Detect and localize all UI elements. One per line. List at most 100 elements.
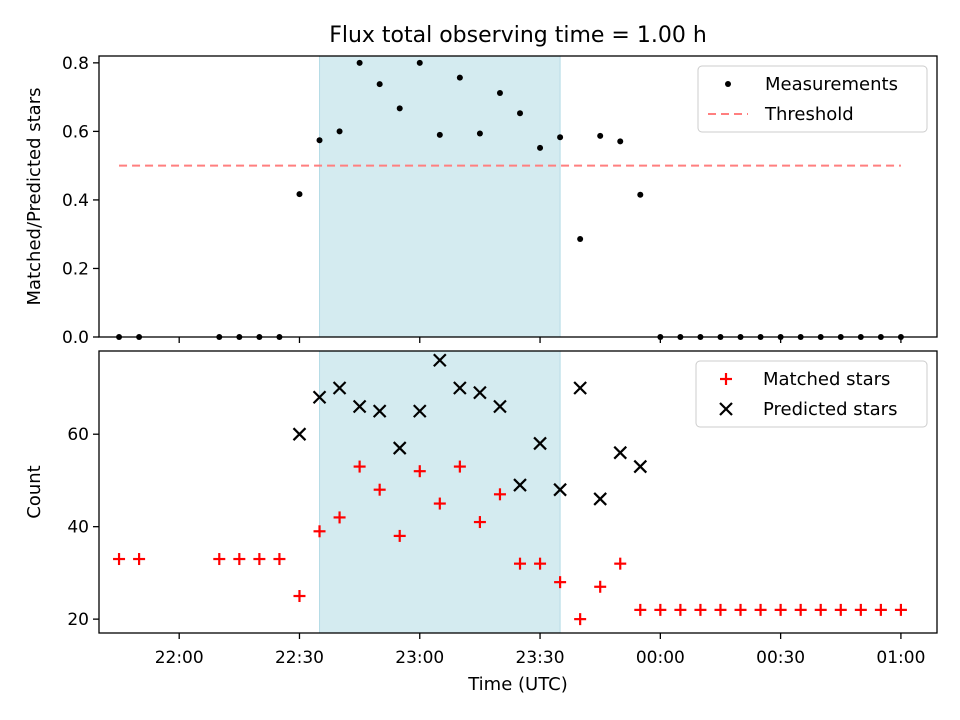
measurement-point bbox=[557, 134, 564, 141]
observing-window-shade bbox=[319, 56, 561, 337]
bottom-data-marks bbox=[113, 351, 907, 633]
legend-box bbox=[697, 65, 928, 133]
predicted-stars-point bbox=[412, 404, 427, 418]
matched-stars-point bbox=[393, 529, 406, 542]
legend-bottom: Matched stars Predicted stars bbox=[695, 360, 928, 428]
measurement-point bbox=[416, 59, 423, 66]
matched-stars-point bbox=[213, 553, 226, 566]
matched-stars-point bbox=[694, 603, 707, 616]
x-tick-label: 23:30 bbox=[516, 648, 565, 668]
legend-label: Measurements bbox=[765, 74, 898, 95]
matched-stars-point bbox=[554, 576, 567, 589]
predicted-stars-point bbox=[453, 381, 467, 395]
matched-stars-point bbox=[794, 603, 807, 616]
legend-top: Measurements Threshold bbox=[697, 65, 928, 133]
legend-marker bbox=[725, 81, 731, 87]
predicted-stars-point bbox=[312, 390, 327, 405]
matched-stars-point bbox=[413, 465, 426, 478]
predicted-stars-point bbox=[292, 427, 307, 441]
measurement-point bbox=[476, 130, 483, 137]
y-tick-label: 0.8 bbox=[62, 54, 89, 74]
matched-stars-point bbox=[894, 603, 907, 616]
top-panel: Flux total observing time = 1.00 h 0.00.… bbox=[24, 23, 938, 348]
measurement-point bbox=[316, 137, 323, 144]
measurement-point bbox=[537, 144, 544, 151]
predicted-stars-point bbox=[573, 381, 587, 395]
y-tick-label: 0.0 bbox=[62, 328, 89, 348]
legend-label: Predicted stars bbox=[763, 399, 897, 420]
measurement-point bbox=[496, 90, 503, 97]
bottom-panel: 20 40 60 22:00 22:30 23:00 23:30 00:00 00:30 01:0… bbox=[24, 350, 938, 695]
matched-stars-point bbox=[233, 553, 246, 566]
legend-label: Matched stars bbox=[763, 369, 890, 390]
matched-stars-point bbox=[473, 516, 486, 529]
predicted-stars-point bbox=[433, 353, 447, 368]
axes-frame bbox=[98, 350, 938, 634]
top-data-marks bbox=[116, 56, 904, 340]
matched-stars-point bbox=[834, 603, 847, 616]
matched-stars-point bbox=[534, 557, 547, 570]
matched-stars-point bbox=[814, 603, 827, 616]
predicted-stars-point bbox=[593, 492, 607, 506]
x-tick-label: 00:30 bbox=[756, 648, 805, 668]
matched-stars-point bbox=[293, 590, 306, 603]
legend-label: Threshold bbox=[764, 104, 854, 125]
matched-stars-point bbox=[113, 553, 126, 566]
measurement-point bbox=[597, 132, 604, 139]
y-tick-label: 0.6 bbox=[62, 122, 89, 142]
matched-stars-point bbox=[774, 603, 787, 616]
x-tick-label: 22:00 bbox=[155, 648, 204, 668]
matched-stars-point bbox=[333, 511, 346, 524]
measurement-point bbox=[637, 191, 644, 198]
matched-stars-point bbox=[514, 557, 527, 570]
predicted-stars-point bbox=[493, 399, 507, 414]
y-tick-label: 20 bbox=[67, 610, 89, 630]
matched-stars-point bbox=[734, 603, 747, 616]
matched-stars-point bbox=[614, 557, 627, 570]
predicted-stars-point bbox=[473, 385, 487, 400]
matched-stars-point bbox=[874, 603, 887, 616]
matched-stars-point bbox=[353, 460, 366, 473]
x-tick-label: 23:00 bbox=[395, 648, 444, 668]
matched-stars-point bbox=[453, 460, 466, 473]
observing-window-shade bbox=[319, 351, 561, 633]
matched-stars-point bbox=[594, 580, 607, 593]
measurement-point bbox=[296, 191, 303, 198]
measurement-point bbox=[617, 138, 624, 145]
matched-stars-point bbox=[654, 603, 667, 616]
matched-stars-point bbox=[574, 613, 587, 626]
y-tick-label: 60 bbox=[67, 425, 89, 445]
top-axes: 0.0 0.2 0.4 0.6 0.8 bbox=[62, 54, 938, 348]
x-tick-label: 00:00 bbox=[636, 648, 685, 668]
measurement-point bbox=[456, 74, 463, 81]
predicted-stars-point bbox=[352, 399, 367, 414]
legend-marker bbox=[719, 402, 733, 416]
x-tick-label: 22:30 bbox=[275, 648, 324, 668]
matched-stars-point bbox=[854, 603, 867, 616]
y-axis-label-bottom: Count bbox=[24, 465, 45, 518]
y-axis-label-top: Matched/Predicted stars bbox=[24, 88, 45, 306]
matched-stars-point bbox=[634, 603, 647, 616]
predicted-stars-point bbox=[613, 445, 628, 460]
predicted-stars-point bbox=[513, 478, 527, 492]
measurement-point bbox=[436, 131, 443, 138]
matched-stars-point bbox=[133, 553, 146, 566]
matched-stars-point bbox=[433, 497, 446, 510]
predicted-stars-point bbox=[372, 404, 387, 418]
measurement-point bbox=[517, 110, 524, 117]
y-tick-label: 0.4 bbox=[62, 191, 89, 211]
measurement-point bbox=[356, 59, 363, 66]
matched-stars-point bbox=[493, 488, 506, 501]
measurement-point bbox=[396, 105, 403, 112]
predicted-stars-point bbox=[392, 441, 407, 455]
predicted-stars-point bbox=[332, 381, 347, 395]
axes-frame bbox=[98, 55, 938, 338]
bottom-axes: 20 40 60 22:00 22:30 23:00 23:30 00:00 00:30 01:0… bbox=[67, 350, 938, 668]
legend-marker bbox=[720, 373, 732, 385]
legend-box bbox=[695, 360, 928, 428]
predicted-stars-point bbox=[533, 436, 547, 451]
matched-stars-point bbox=[373, 483, 386, 496]
matched-stars-point bbox=[313, 525, 326, 538]
y-tick-label: 0.2 bbox=[62, 259, 89, 279]
